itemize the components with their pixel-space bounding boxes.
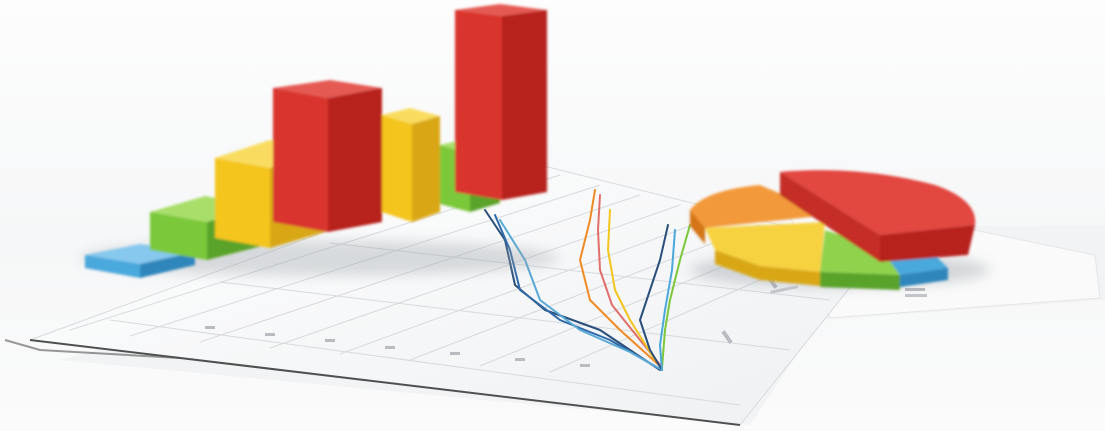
pie-slice-red bbox=[780, 170, 976, 262]
line-series-darkblue bbox=[639, 224, 669, 371]
pie-slice-orange bbox=[690, 185, 830, 244]
bar-red-2 bbox=[455, 4, 547, 200]
line-series-yellow bbox=[607, 209, 656, 361]
3d-bar-chart bbox=[85, 4, 547, 278]
line-chart-series bbox=[484, 189, 691, 371]
pie-slice-yellow bbox=[705, 222, 825, 286]
line-series-sky bbox=[659, 229, 676, 371]
line-series-blue bbox=[494, 214, 659, 369]
line-series-green bbox=[661, 224, 691, 369]
line-series-red bbox=[597, 194, 662, 367]
line-series-orange bbox=[579, 189, 661, 367]
bar-red-1 bbox=[273, 80, 382, 232]
pie-slice-green bbox=[820, 230, 900, 290]
paper-label-marks bbox=[770, 285, 927, 297]
bar-yellow-2 bbox=[382, 108, 440, 222]
3d-pie-chart bbox=[690, 170, 976, 290]
